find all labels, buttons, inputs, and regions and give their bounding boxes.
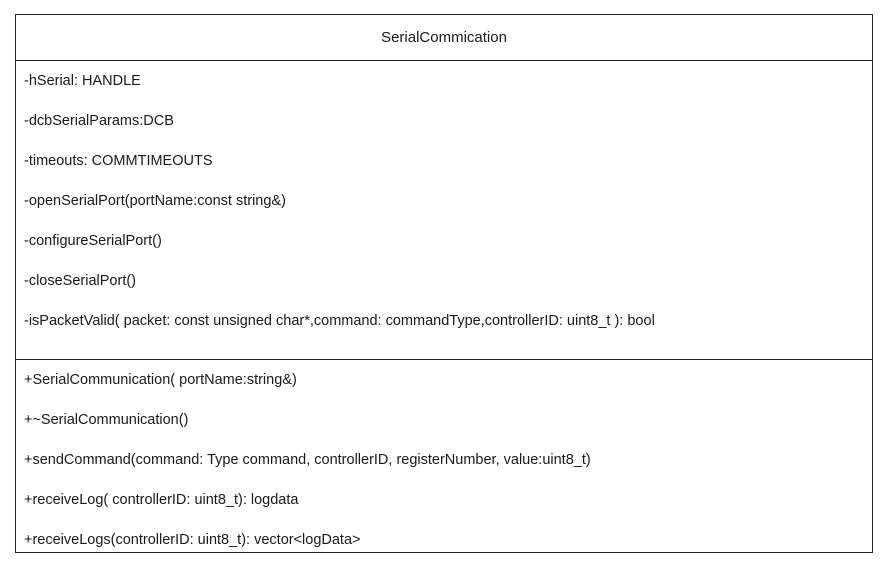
member-sendcommand: +sendCommand(command: Type command, cont…	[24, 452, 591, 468]
class-name: SerialCommication	[16, 15, 872, 61]
member-constructor: +SerialCommunication( portName:string&)	[24, 372, 297, 388]
member-ispacketvalid: -isPacketValid( packet: const unsigned c…	[24, 313, 655, 329]
member-timeouts: -timeouts: COMMTIMEOUTS	[24, 153, 213, 169]
methods-section: +SerialCommunication( portName:string&) …	[16, 360, 872, 564]
member-receivelog: +receiveLog( controllerID: uint8_t): log…	[24, 492, 299, 508]
member-openserialport: -openSerialPort(portName:const string&)	[24, 193, 286, 209]
member-hserial: -hSerial: HANDLE	[24, 73, 141, 89]
attributes-section: -hSerial: HANDLE -dcbSerialParams:DCB -t…	[16, 61, 872, 360]
member-receivelogs: +receiveLogs(controllerID: uint8_t): vec…	[24, 532, 361, 548]
uml-class-box[interactable]: SerialCommication -hSerial: HANDLE -dcbS…	[15, 14, 873, 553]
member-dcbserialparams: -dcbSerialParams:DCB	[24, 113, 174, 129]
member-destructor: +~SerialCommunication()	[24, 412, 189, 428]
member-configureserialport: -configureSerialPort()	[24, 233, 162, 249]
member-closeserialport: -closeSerialPort()	[24, 273, 136, 289]
